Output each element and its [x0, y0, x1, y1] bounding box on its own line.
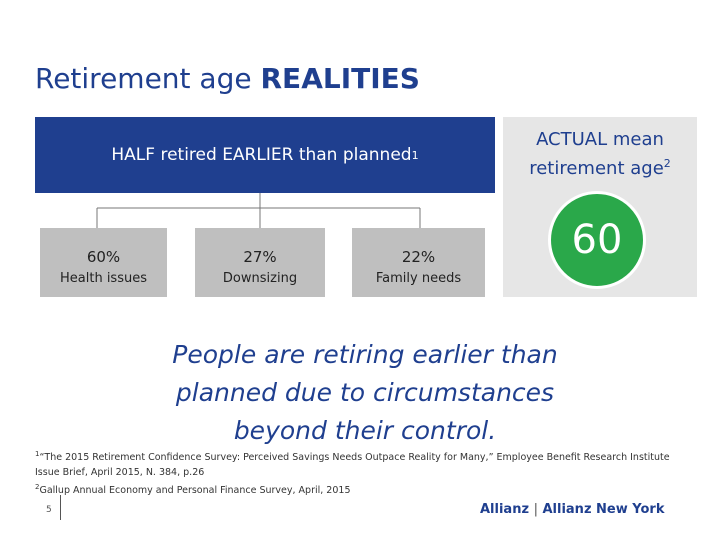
footnote: 2Gallup Annual Economy and Personal Fina… — [35, 480, 695, 498]
title-regular: Retirement age — [35, 62, 261, 95]
reason-label: Downsizing — [222, 271, 298, 286]
footnote-mark: 1 — [35, 450, 40, 458]
actual-heading: ACTUAL mean retirement age2 — [503, 128, 697, 181]
reason-box: 60% Health issues — [40, 228, 167, 297]
footnote: 1“The 2015 Retirement Confidence Survey:… — [35, 447, 695, 480]
footnote-text: “The 2015 Retirement Confidence Survey: … — [35, 452, 670, 479]
logo-brand: Allianz — [480, 502, 530, 517]
reason-label: Health issues — [60, 271, 147, 286]
banner-note: 1 — [411, 148, 419, 162]
actual-value: 60 — [548, 191, 646, 289]
quote: People are retiring earlier than planned… — [172, 340, 558, 445]
connectors — [96, 193, 421, 228]
banner-text: HALF retired EARLIER than planned — [111, 145, 412, 165]
banner: HALF retired EARLIER than planned 1 — [35, 117, 495, 193]
logo-region: New York — [596, 502, 665, 517]
reason-box: 27% Downsizing — [195, 228, 325, 297]
actual-note: 2 — [663, 157, 671, 170]
page-number: 5 — [46, 505, 52, 515]
footnote-mark: 2 — [35, 483, 40, 492]
reason-percent: 27% — [243, 248, 277, 266]
title: Retirement age REALITIES — [35, 62, 420, 95]
footnotes: 1“The 2015 Retirement Confidence Survey:… — [35, 447, 695, 498]
divider — [60, 495, 61, 520]
footnote-text: Gallup Annual Economy and Personal Finan… — [39, 485, 351, 497]
reason-box: 22% Family needs — [352, 228, 485, 297]
reason-percent: 22% — [401, 248, 436, 266]
reason-label: Family needs — [375, 271, 462, 286]
actual-heading-text: ACTUAL mean retirement age — [529, 129, 664, 179]
logo-brand: Allianz — [542, 502, 592, 517]
reason-percent: 60% — [86, 248, 121, 266]
title-bold: REALITIES — [260, 62, 420, 95]
logo: Allianz | Allianz New York — [480, 502, 665, 517]
